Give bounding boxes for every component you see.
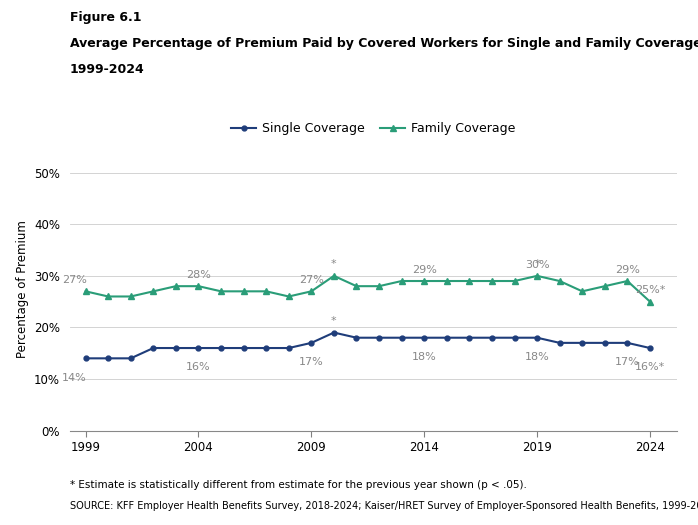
Text: SOURCE: KFF Employer Health Benefits Survey, 2018-2024; Kaiser/HRET Survey of Em: SOURCE: KFF Employer Health Benefits Sur… [70,501,698,511]
Text: 14%: 14% [62,373,87,383]
Single Coverage [329,329,338,335]
Text: 30%: 30% [525,260,549,270]
Single Coverage [488,334,496,341]
Family Coverage [172,283,180,289]
Single Coverage [126,355,135,362]
Single Coverage [285,345,293,351]
Text: *: * [534,259,540,269]
Family Coverage [352,283,361,289]
Family Coverage [329,272,338,279]
Single Coverage [194,345,202,351]
Single Coverage [239,345,248,351]
Line: Family Coverage: Family Coverage [82,272,653,305]
Family Coverage [556,278,564,284]
Single Coverage [375,334,383,341]
Text: 27%: 27% [299,275,324,285]
Text: *: * [331,259,336,269]
Text: 25%*: 25%* [634,286,665,296]
Single Coverage [623,340,632,346]
Text: 1999-2024: 1999-2024 [70,63,144,76]
Single Coverage [104,355,112,362]
Family Coverage [375,283,383,289]
Family Coverage [533,272,541,279]
Text: Average Percentage of Premium Paid by Covered Workers for Single and Family Cove: Average Percentage of Premium Paid by Co… [70,37,698,50]
Family Coverage [443,278,451,284]
Single Coverage [578,340,586,346]
Single Coverage [149,345,158,351]
Family Coverage [217,288,225,295]
Family Coverage [465,278,473,284]
Family Coverage [262,288,270,295]
Text: *: * [331,316,336,326]
Single Coverage [397,334,406,341]
Y-axis label: Percentage of Premium: Percentage of Premium [15,220,29,358]
Text: 27%: 27% [62,275,87,285]
Family Coverage [285,293,293,300]
Single Coverage [262,345,270,351]
Single Coverage [443,334,451,341]
Family Coverage [307,288,315,295]
Line: Single Coverage: Single Coverage [83,330,653,361]
Family Coverage [397,278,406,284]
Single Coverage [172,345,180,351]
Single Coverage [217,345,225,351]
Family Coverage [239,288,248,295]
Family Coverage [420,278,429,284]
Single Coverage [601,340,609,346]
Single Coverage [510,334,519,341]
Single Coverage [556,340,564,346]
Text: 29%: 29% [412,265,437,275]
Family Coverage [194,283,202,289]
Text: 18%: 18% [525,352,549,362]
Text: 17%: 17% [615,358,640,368]
Legend: Single Coverage, Family Coverage: Single Coverage, Family Coverage [231,122,516,135]
Family Coverage [488,278,496,284]
Text: * Estimate is statistically different from estimate for the previous year shown : * Estimate is statistically different fr… [70,480,527,490]
Single Coverage [307,340,315,346]
Family Coverage [82,288,90,295]
Family Coverage [510,278,519,284]
Text: 16%*: 16%* [635,362,665,372]
Text: 29%: 29% [615,265,640,275]
Single Coverage [533,334,541,341]
Family Coverage [578,288,586,295]
Family Coverage [104,293,112,300]
Single Coverage [352,334,361,341]
Text: Figure 6.1: Figure 6.1 [70,10,141,24]
Family Coverage [623,278,632,284]
Family Coverage [646,299,654,305]
Family Coverage [126,293,135,300]
Single Coverage [646,345,654,351]
Text: 17%: 17% [299,358,324,368]
Family Coverage [149,288,158,295]
Text: 18%: 18% [412,352,436,362]
Single Coverage [82,355,90,362]
Text: 16%: 16% [186,362,211,372]
Single Coverage [465,334,473,341]
Text: 28%: 28% [186,270,211,280]
Single Coverage [420,334,429,341]
Family Coverage [601,283,609,289]
